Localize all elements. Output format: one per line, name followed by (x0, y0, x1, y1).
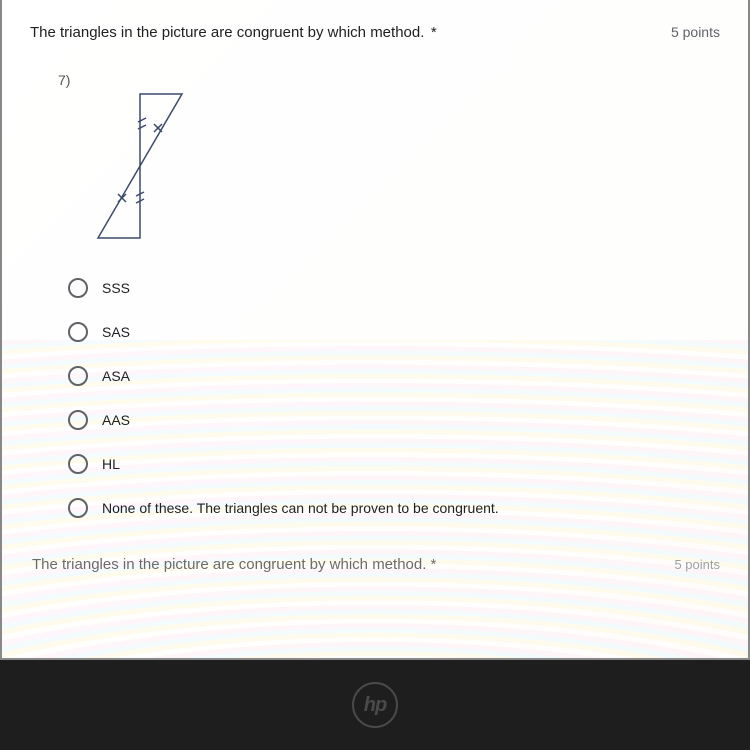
question-title: The triangles in the picture are congrue… (30, 24, 424, 41)
option-row[interactable]: HL (68, 454, 720, 474)
option-label: SSS (102, 280, 130, 296)
radio-icon[interactable] (68, 410, 88, 430)
triangle-figure (90, 84, 720, 252)
next-question-title: The triangles in the picture are congrue… (32, 556, 436, 573)
radio-icon[interactable] (68, 498, 88, 518)
option-row[interactable]: None of these. The triangles can not be … (68, 498, 720, 518)
points-label: 5 points (671, 24, 720, 40)
hp-logo-icon: hp (352, 682, 398, 728)
option-label: AAS (102, 412, 130, 428)
option-label: HL (102, 456, 120, 472)
option-label: SAS (102, 324, 130, 340)
laptop-bezel: hp (0, 660, 750, 750)
option-row[interactable]: SSS (68, 278, 720, 298)
radio-icon[interactable] (68, 454, 88, 474)
question-header: The triangles in the picture are congrue… (30, 24, 720, 42)
option-label: ASA (102, 368, 130, 384)
radio-icon[interactable] (68, 322, 88, 342)
congruent-triangles-svg (90, 84, 200, 252)
option-row[interactable]: SAS (68, 322, 720, 342)
next-question-points: 5 points (674, 557, 720, 572)
radio-icon[interactable] (68, 278, 88, 298)
option-label: None of these. The triangles can not be … (102, 500, 499, 516)
option-row[interactable]: ASA (68, 366, 720, 386)
next-question-preview: The triangles in the picture are congrue… (32, 556, 720, 573)
answer-options: SSS SAS ASA AAS HL None of these. The triangl… (68, 278, 720, 518)
question-title-wrap: The triangles in the picture are congrue… (30, 24, 437, 42)
quiz-card: The triangles in the picture are congrue… (0, 0, 750, 660)
required-asterisk: * (431, 24, 437, 41)
radio-icon[interactable] (68, 366, 88, 386)
option-row[interactable]: AAS (68, 410, 720, 430)
